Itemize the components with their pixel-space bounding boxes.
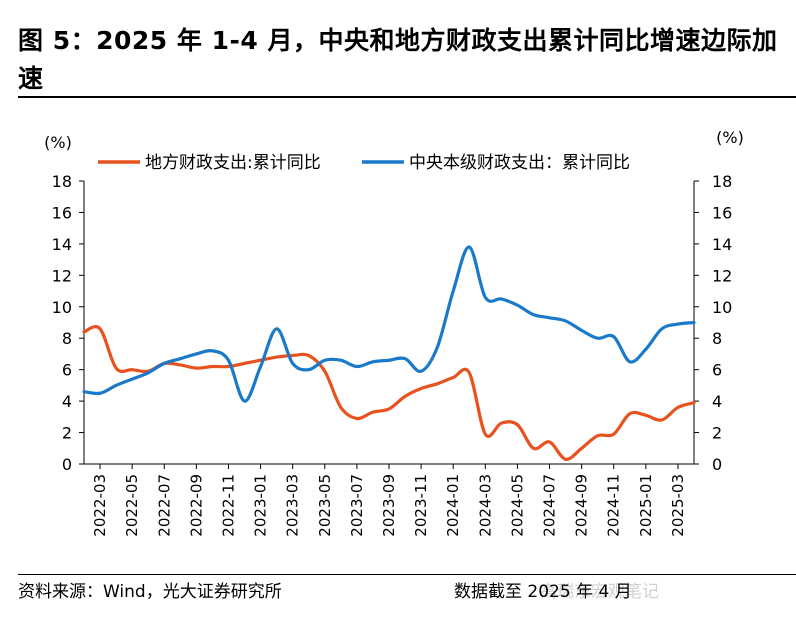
legend-label-central: 中央本级财政支出：累计同比	[409, 153, 630, 173]
x-tick-label: 2024-03	[476, 474, 494, 537]
left-y-tick-label: 6	[62, 361, 72, 380]
right-y-tick-label: 16	[712, 203, 732, 222]
x-tick-label: 2024-11	[605, 474, 623, 537]
right-y-tick-label: 6	[712, 361, 722, 380]
x-tick-label: 2025-03	[669, 474, 687, 537]
x-tick-label: 2023-03	[284, 474, 302, 537]
left-y-tick-label: 10	[52, 298, 72, 317]
x-tick-label: 2023-07	[348, 474, 366, 537]
series-line-central-expenditure	[82, 245, 696, 403]
line-chart: 0 0 2 2 4 4 6 6 8 8 10 10 12 12 14 14 16 16 18 18 (%) (%) 2022…	[44, 128, 744, 537]
left-y-tick-label: 16	[52, 203, 72, 222]
x-tick-label: 2024-05	[508, 474, 526, 537]
x-tick-label: 2024-09	[573, 474, 591, 537]
right-y-tick-label: 10	[712, 298, 732, 317]
x-tick-label: 2022-05	[123, 474, 141, 537]
left-y-tick-label: 2	[62, 424, 72, 443]
right-y-tick-label: 8	[712, 329, 722, 348]
x-tick-label: 2023-11	[412, 474, 430, 537]
x-tick-label: 2022-07	[155, 474, 173, 537]
data-cutoff-note: 数据截至 2025 年 4 月	[454, 582, 632, 602]
right-y-tick-label: 2	[712, 424, 722, 443]
left-y-tick-label: 0	[62, 455, 72, 474]
x-tick-label: 2024-01	[444, 474, 462, 537]
footer-divider	[18, 574, 796, 575]
left-y-tick-label: 4	[62, 392, 72, 411]
left-y-tick-label: 8	[62, 329, 72, 348]
title-divider	[18, 96, 796, 98]
right-y-tick-label: 12	[712, 266, 732, 285]
right-y-unit: (%)	[716, 128, 744, 147]
x-tick-label: 2022-03	[91, 474, 109, 537]
watermark-text: 高瑞东宏观笔记	[540, 582, 659, 602]
left-y-unit: (%)	[44, 133, 72, 152]
right-y-tick-label: 0	[712, 455, 722, 474]
source-note: 资料来源：Wind，光大证券研究所	[18, 582, 282, 602]
x-tick-label: 2022-11	[219, 474, 237, 537]
left-y-tick-label: 14	[52, 235, 72, 254]
legend-label-local: 地方财政支出:累计同比	[145, 153, 321, 173]
chart-legend: 地方财政支出:累计同比 中央本级财政支出：累计同比	[98, 153, 630, 173]
x-tick-label: 2022-09	[187, 474, 205, 537]
series-line-local-expenditure	[82, 325, 696, 461]
x-tick-label: 2023-05	[316, 474, 334, 537]
right-y-tick-label: 18	[712, 172, 732, 191]
right-y-tick-label: 14	[712, 235, 732, 254]
x-tick-label: 2025-01	[637, 474, 655, 537]
x-tick-label: 2024-07	[541, 474, 559, 537]
chart-lines	[82, 245, 696, 461]
chart-axes: 0 0 2 2 4 4 6 6 8 8 10 10 12 12 14 14 16 16 18 18 (%) (%) 2022…	[44, 128, 744, 537]
chart-title: 图 5：2025 年 1-4 月，中央和地方财政支出累计同比增速边际加速	[18, 26, 778, 93]
x-tick-label: 2023-01	[252, 474, 270, 537]
x-tick-label: 2023-09	[380, 474, 398, 537]
right-y-tick-label: 4	[712, 392, 722, 411]
left-y-tick-label: 18	[52, 172, 72, 191]
left-y-tick-label: 12	[52, 266, 72, 285]
